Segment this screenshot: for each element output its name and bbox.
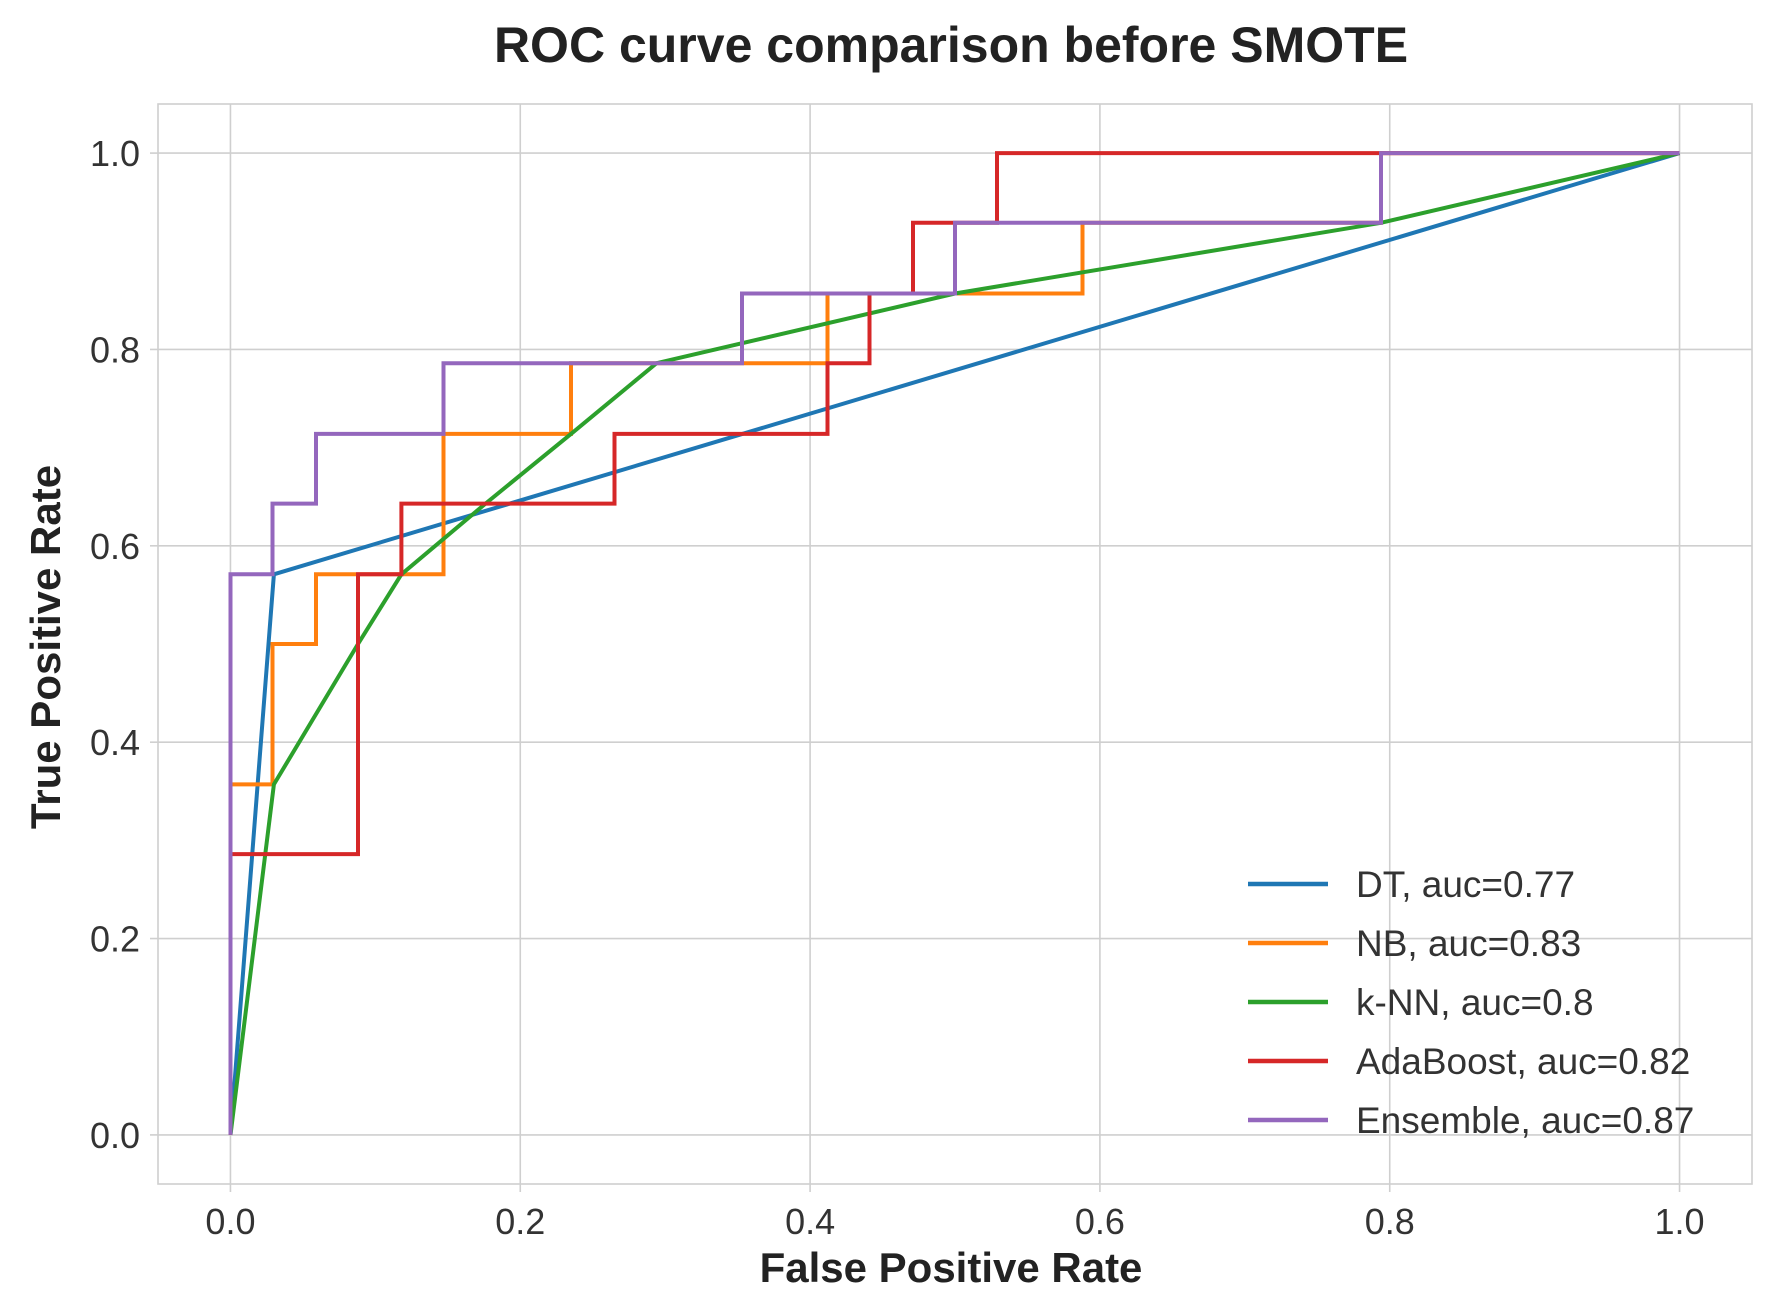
series-line-3 <box>228 151 1680 1136</box>
x-axis-label: False Positive Rate <box>760 1244 1143 1291</box>
y-tick-label: 0.8 <box>90 329 140 370</box>
legend-entry: Ensemble, auc=0.87 <box>1356 1100 1694 1141</box>
grid <box>158 104 1752 1184</box>
y-tick-label: 1.0 <box>90 133 140 174</box>
x-tick-label: 0.4 <box>785 1201 835 1242</box>
y-tick-label: 0.6 <box>90 526 140 567</box>
plot-frame <box>157 103 1753 1185</box>
y-axis-ticks: 0.0 0.2 0.4 0.6 0.8 1.0 <box>90 133 158 1156</box>
legend: DT, auc=0.77 NB, auc=0.83 k-NN, auc=0.8 Ada… <box>1248 864 1694 1141</box>
x-tick-label: 0.8 <box>1365 1201 1415 1242</box>
x-tick-label: 1.0 <box>1655 1201 1705 1242</box>
legend-entry: AdaBoost, auc=0.82 <box>1356 1041 1690 1082</box>
legend-entry: NB, auc=0.83 <box>1356 923 1581 964</box>
legend-entry: k-NN, auc=0.8 <box>1356 982 1594 1023</box>
x-tick-label: 0.6 <box>1075 1201 1125 1242</box>
y-tick-label: 0.4 <box>90 722 140 763</box>
series-line-4 <box>228 151 1680 1135</box>
x-tick-label: 0.0 <box>205 1201 255 1242</box>
y-axis-label: True Positive Rate <box>22 465 69 829</box>
x-tick-label: 0.2 <box>495 1201 545 1242</box>
y-tick-label: 0.2 <box>90 919 140 960</box>
y-tick-label: 0.0 <box>90 1115 140 1156</box>
series-lines <box>228 151 1681 1136</box>
series-line-5 <box>228 151 1680 1135</box>
legend-entry: DT, auc=0.77 <box>1356 864 1575 905</box>
x-axis-ticks: 0.0 0.2 0.4 0.6 0.8 1.0 <box>205 1184 1705 1242</box>
series-line-2 <box>228 151 1680 1135</box>
chart-title: ROC curve comparison before SMOTE <box>494 17 1408 73</box>
